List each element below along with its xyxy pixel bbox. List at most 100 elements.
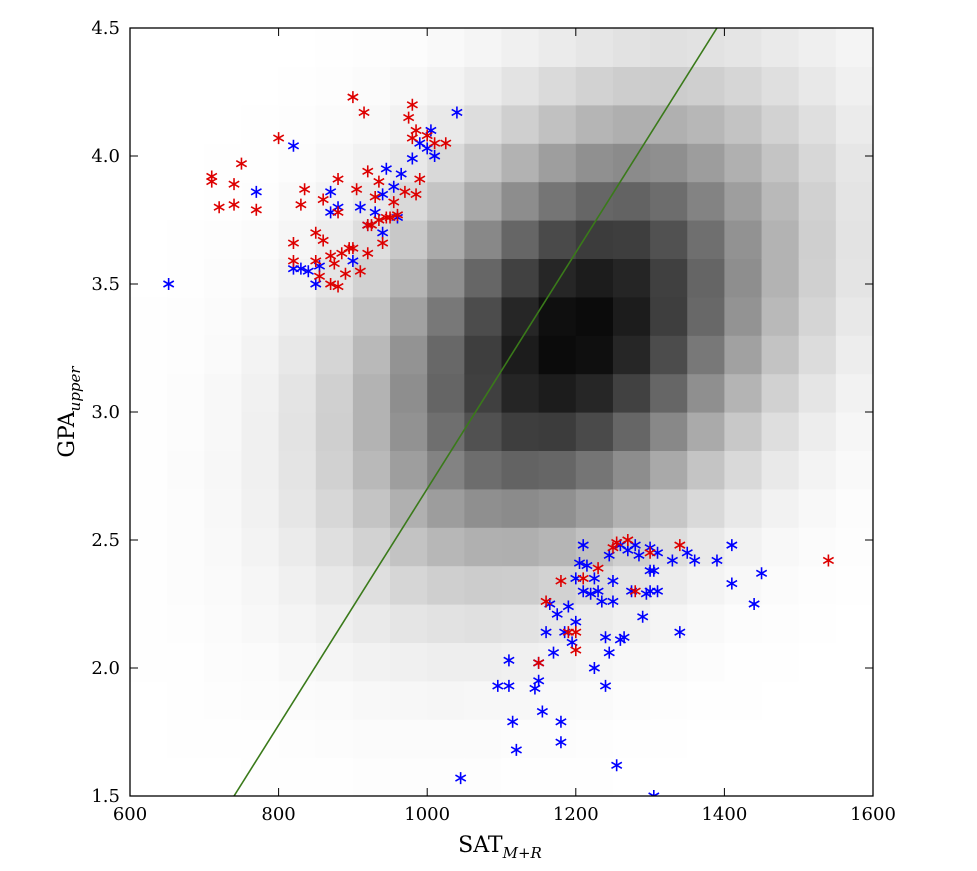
density-cell [241, 527, 280, 567]
density-cell [687, 258, 725, 298]
density-cell [352, 412, 391, 451]
data-point [551, 608, 563, 621]
density-cell [464, 181, 503, 221]
density-cell [167, 488, 205, 528]
density-cell [575, 642, 614, 682]
density-cell [538, 335, 577, 375]
data-point [228, 198, 240, 211]
density-cell [612, 719, 651, 759]
density-cell [650, 66, 688, 106]
density-cell [315, 565, 354, 605]
density-cell [352, 642, 391, 682]
x-tick-label: 1000 [404, 804, 450, 825]
density-cell [538, 488, 577, 528]
data-point [399, 185, 411, 198]
data-point [354, 265, 366, 278]
density-cell [352, 335, 391, 375]
data-point [651, 585, 664, 598]
density-cell [427, 412, 465, 451]
density-cell [650, 757, 688, 796]
density-cell [278, 181, 317, 221]
density-cell [464, 220, 503, 259]
density-cell [167, 412, 205, 451]
data-point [377, 237, 389, 250]
density-cell [612, 450, 651, 490]
data-point [391, 208, 404, 221]
density-cell [835, 143, 873, 183]
density-cell [612, 220, 651, 259]
data-point [332, 206, 344, 219]
density-cell [538, 527, 577, 567]
density-cell [167, 258, 205, 298]
data-point [228, 178, 240, 191]
density-cell [427, 373, 465, 413]
density-cell [798, 757, 837, 796]
density-cell [835, 757, 873, 796]
density-cell [501, 220, 540, 259]
density-cell [798, 335, 837, 375]
data-point [533, 674, 545, 687]
density-cell [798, 412, 837, 451]
data-point [599, 679, 612, 692]
data-point [347, 242, 359, 255]
density-cell [761, 450, 800, 490]
series-2 [206, 91, 835, 669]
density-cell [130, 719, 168, 759]
density-cell [687, 143, 725, 183]
density-cell [278, 335, 317, 375]
data-point [555, 574, 567, 587]
density-cell [761, 604, 800, 643]
density-cell [761, 642, 800, 682]
data-point [410, 188, 422, 201]
density-cell [612, 680, 651, 720]
density-cell [464, 28, 503, 67]
density-cell [798, 104, 837, 144]
data-point [540, 626, 552, 639]
density-cell [687, 680, 725, 720]
density-cell [241, 104, 280, 144]
density-cell [575, 373, 614, 413]
data-point [577, 572, 589, 585]
density-cell [798, 565, 837, 605]
density-cell [835, 527, 873, 567]
y-axis-title-main: GPA [55, 410, 80, 457]
data-point [332, 280, 344, 293]
density-cell [687, 181, 725, 221]
density-cell [835, 66, 873, 106]
density-cell [204, 527, 243, 567]
density-cell [501, 181, 540, 221]
data-point [711, 554, 723, 567]
data-point [414, 173, 426, 186]
density-cell [650, 143, 688, 183]
data-point [562, 600, 574, 613]
density-cell [687, 66, 725, 106]
density-cell [130, 757, 168, 796]
density-cell [687, 604, 725, 643]
fit-line [233, 28, 718, 796]
density-cell [241, 220, 280, 259]
density-cell [390, 220, 428, 259]
density-cell [501, 412, 540, 451]
density-cell [390, 28, 428, 67]
axis-ticks: 600 800 1000 1200 1400 1600 1.5 2.0 2.5 3.0 3.5 4.0… [91, 18, 896, 825]
density-cell [241, 335, 280, 375]
density-cell [761, 335, 800, 375]
density-cell [798, 488, 837, 528]
density-cell [575, 450, 614, 490]
density-cell [278, 104, 317, 144]
density-cell [761, 296, 800, 336]
density-cell [798, 143, 837, 183]
density-cell [167, 66, 205, 106]
density-cell [315, 450, 354, 490]
density-cell [241, 412, 280, 451]
density-cell [761, 757, 800, 796]
density-cell [575, 28, 614, 67]
density-cell [167, 527, 205, 567]
density-cell [650, 642, 688, 682]
density-cell [352, 373, 391, 413]
density-cell [278, 757, 317, 796]
density-cell [798, 181, 837, 221]
density-cell [798, 527, 837, 567]
density-cell [352, 104, 391, 144]
